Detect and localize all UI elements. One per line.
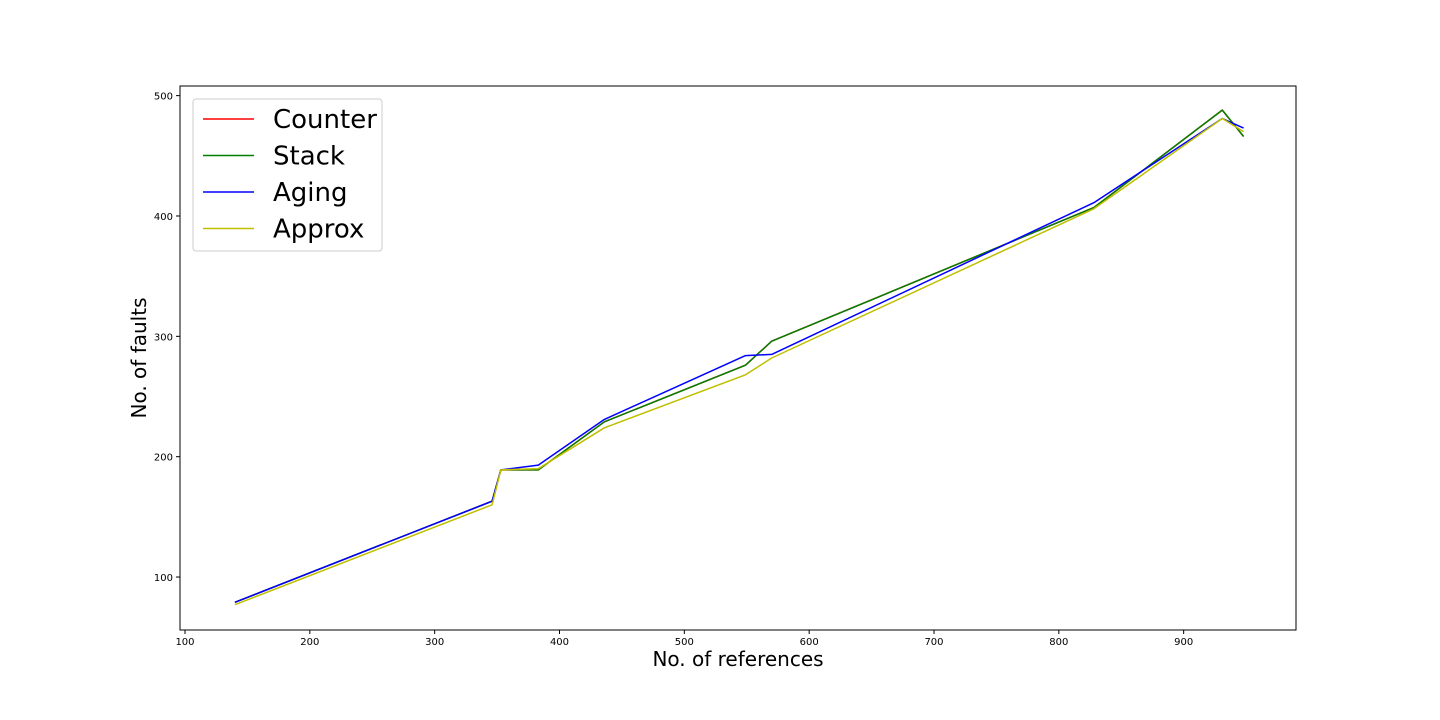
y-tick-label: 100 (154, 573, 173, 584)
legend-label-aging: Aging (273, 178, 348, 208)
x-axis-ticks: 100 200 300 400 500 600 700 800 900 (175, 630, 1193, 648)
y-tick-label: 200 (154, 453, 173, 464)
x-tick-label: 700 (924, 637, 943, 648)
y-axis-title: No. of faults (127, 298, 151, 419)
series-line-approx (234, 117, 1244, 606)
x-axis-title: No. of references (652, 647, 823, 671)
x-tick-label: 100 (175, 637, 194, 648)
series-layer (234, 109, 1245, 606)
x-tick-label: 300 (425, 637, 444, 648)
y-tick-label: 400 (154, 212, 173, 223)
x-tick-label: 900 (1174, 637, 1193, 648)
y-axis-ticks: 100 200 300 400 500 (154, 92, 180, 584)
legend-box (192, 98, 383, 252)
legend-label-counter: Counter (273, 105, 377, 135)
legend-label-stack: Stack (273, 142, 345, 172)
legend: Counter Stack Aging Approx (192, 98, 383, 252)
y-tick-label: 500 (154, 92, 173, 103)
plot-frame (179, 85, 1297, 631)
x-tick-label: 600 (800, 637, 819, 648)
y-tick-label: 300 (154, 332, 173, 343)
x-tick-label: 500 (675, 637, 694, 648)
legend-label-approx: Approx (273, 215, 364, 245)
x-tick-label: 400 (550, 637, 569, 648)
x-tick-label: 200 (300, 637, 319, 648)
x-tick-label: 800 (1049, 637, 1068, 648)
